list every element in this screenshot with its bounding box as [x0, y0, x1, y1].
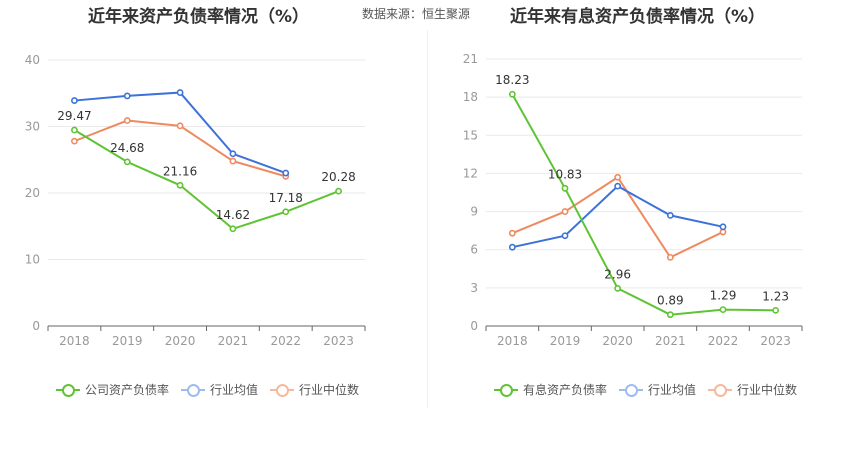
x-tick-label: 2018 [59, 334, 90, 348]
data-point [176, 181, 184, 189]
legend-label: 行业中位数 [299, 383, 360, 397]
y-tick-label: 40 [25, 53, 40, 67]
legend-label: 行业均值 [648, 383, 697, 397]
y-tick-label: 18 [463, 90, 478, 104]
data-point [176, 89, 184, 96]
data-point [614, 284, 622, 292]
y-tick-label: 20 [25, 186, 40, 200]
legend-item-avg[interactable]: 行业均值 [619, 381, 696, 398]
data-point [666, 211, 674, 219]
x-tick-label: 2021 [655, 334, 686, 348]
data-label: 14.62 [216, 208, 250, 222]
legend-left: 公司资产负债率 行业均值 行业中位数 [56, 381, 371, 398]
y-tick-label: 9 [470, 205, 478, 219]
x-tick-label: 2023 [323, 334, 354, 348]
x-tick-label: 2020 [165, 334, 196, 348]
data-point [71, 137, 78, 145]
data-point [282, 208, 290, 216]
data-point [719, 223, 727, 231]
data-point [335, 187, 342, 195]
data-label: 0.89 [657, 294, 684, 308]
data-point [508, 229, 516, 237]
legend-item-avg[interactable]: 行业均值 [181, 381, 258, 398]
data-point [508, 243, 516, 251]
x-tick-label: 2020 [602, 334, 633, 348]
data-point [772, 306, 780, 314]
legend-line-marker-icon [619, 383, 644, 397]
data-label: 29.47 [57, 109, 91, 123]
x-tick-label: 2021 [218, 334, 249, 348]
y-tick-label: 0 [32, 319, 40, 333]
y-tick-label: 30 [25, 120, 40, 134]
data-point [229, 157, 237, 165]
x-tick-label: 2019 [112, 334, 143, 348]
data-source-label: 数据来源：恒生聚源 [362, 7, 471, 21]
data-point [229, 225, 237, 233]
y-tick-label: 3 [470, 281, 478, 295]
data-point [71, 126, 78, 134]
y-tick-label: 15 [463, 128, 478, 142]
data-label: 2.96 [604, 267, 631, 281]
y-tick-label: 6 [470, 243, 478, 257]
data-point [561, 184, 569, 192]
data-point [282, 169, 290, 177]
legend-item-interest[interactable]: 有息资产负债率 [494, 381, 607, 398]
legend-right: 有息资产负债率 行业均值 行业中位数 [494, 381, 809, 398]
data-point [561, 208, 569, 215]
legend-label: 公司资产负债率 [85, 383, 170, 397]
legend-item-median[interactable]: 行业中位数 [270, 381, 359, 398]
data-point [666, 253, 674, 261]
y-tick-label: 12 [463, 166, 478, 180]
data-label: 1.23 [762, 289, 789, 303]
legend-label: 行业中位数 [737, 383, 798, 397]
x-tick-label: 2018 [497, 334, 528, 348]
legend-label: 行业均值 [210, 383, 259, 397]
data-point [719, 306, 727, 313]
x-tick-label: 2023 [760, 334, 791, 348]
x-tick-label: 2022 [270, 334, 301, 348]
data-point [614, 173, 622, 181]
data-point [176, 122, 184, 130]
chart-title-left: 近年来资产负债率情况（%） [88, 7, 310, 27]
y-tick-label: 0 [470, 319, 478, 333]
legend-item-median[interactable]: 行业中位数 [708, 381, 797, 398]
data-point [666, 311, 674, 319]
data-label: 18.23 [495, 73, 529, 87]
data-point [561, 232, 569, 240]
data-label: 24.68 [110, 141, 144, 155]
data-point [123, 158, 131, 166]
legend-line-marker-icon [708, 383, 733, 397]
data-label: 20.28 [321, 170, 355, 184]
x-tick-label: 2022 [708, 334, 739, 348]
data-point [123, 92, 131, 100]
legend-line-marker-icon [181, 383, 206, 397]
data-label: 21.16 [163, 164, 197, 178]
legend-label: 有息资产负债率 [523, 383, 608, 397]
legend-line-marker-icon [270, 383, 295, 397]
y-tick-label: 10 [25, 253, 40, 267]
data-label: 17.18 [269, 191, 303, 205]
series-line [512, 184, 724, 249]
chart-title-right: 近年来有息资产负债率情况（%） [510, 7, 766, 27]
series-line [74, 91, 287, 174]
legend-line-marker-icon [56, 383, 80, 397]
series-line [73, 129, 339, 230]
data-point [508, 90, 516, 98]
data-point [123, 117, 131, 124]
data-point [614, 182, 622, 190]
chart-divider [427, 30, 428, 408]
data-label: 10.83 [548, 167, 582, 181]
data-point [71, 97, 78, 104]
x-tick-label: 2019 [550, 334, 581, 348]
data-point [229, 150, 237, 158]
data-label: 1.29 [710, 289, 737, 303]
legend-line-marker-icon [494, 383, 518, 397]
legend-item-company[interactable]: 公司资产负债率 [56, 381, 169, 398]
y-tick-label: 21 [463, 52, 478, 66]
series-line [511, 93, 776, 316]
